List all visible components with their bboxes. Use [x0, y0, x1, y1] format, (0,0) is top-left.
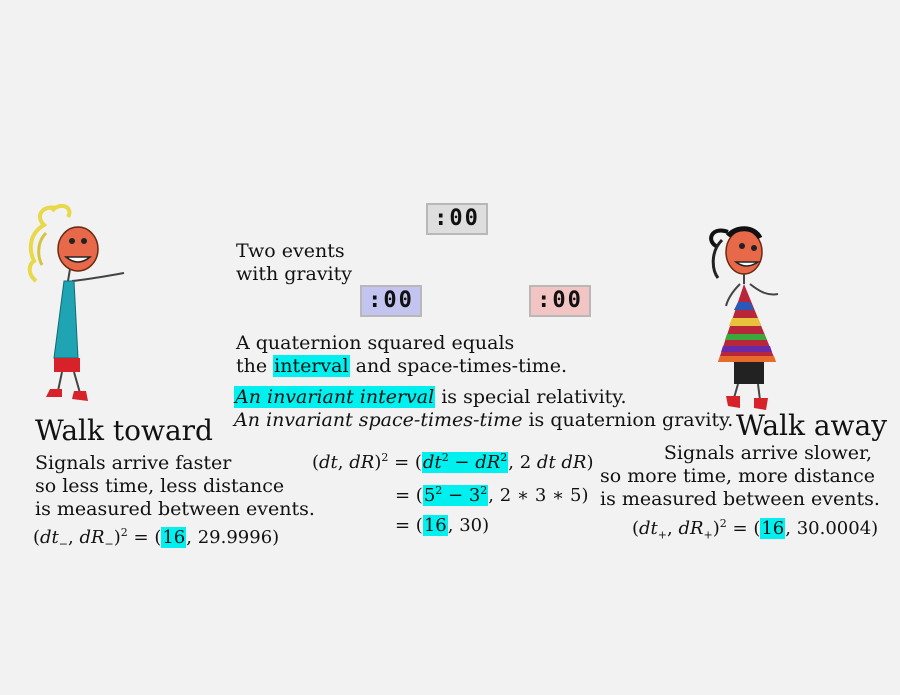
- intro-line-1: Two events: [236, 240, 345, 262]
- walk-toward-equation: (dt−, dR−)2 = (16, 29.9996): [33, 526, 280, 551]
- center-clock: :00: [426, 203, 488, 235]
- walk-toward-text: Signals arrive faster so less time, less…: [35, 452, 315, 520]
- walk-away-text: Signals arrive slower, so more time, mor…: [600, 442, 880, 510]
- interval-highlight: interval: [273, 355, 350, 377]
- quaternion-line-1: A quaternion squared equals: [236, 332, 515, 354]
- intro-text: Two events with gravity: [236, 240, 352, 286]
- invariant-statement: An invariant interval is special relativ…: [234, 386, 733, 432]
- walk-away-figure: [709, 226, 779, 410]
- center-equation-row-1: (dt, dR)2 = (dt2 − dR2, 2 dt dR): [312, 451, 594, 473]
- invariant-line-1: An invariant interval is special relativ…: [234, 386, 627, 408]
- walk-away-title: Walk away: [736, 409, 888, 442]
- walk-away-equation: (dt+, dR+)2 = (16, 30.0004): [632, 517, 879, 542]
- center-equation-row-2: = (52 − 32, 2 ∗ 3 ∗ 5): [395, 484, 589, 506]
- walk-toward-title: Walk toward: [35, 414, 213, 447]
- quaternion-statement: A quaternion squared equals the interval…: [236, 332, 567, 378]
- right-clock: :00: [529, 285, 591, 317]
- quaternion-line-2: the interval and space-times-time.: [236, 355, 568, 377]
- invariant-line-2: An invariant space-times-time is quatern…: [234, 409, 734, 431]
- walk-toward-figure: [27, 203, 125, 401]
- intro-line-2: with gravity: [236, 263, 353, 285]
- invariant-interval-highlight: An invariant interval: [234, 386, 436, 408]
- left-clock: :00: [360, 285, 422, 317]
- center-equation-row-3: = (16, 30): [395, 515, 490, 536]
